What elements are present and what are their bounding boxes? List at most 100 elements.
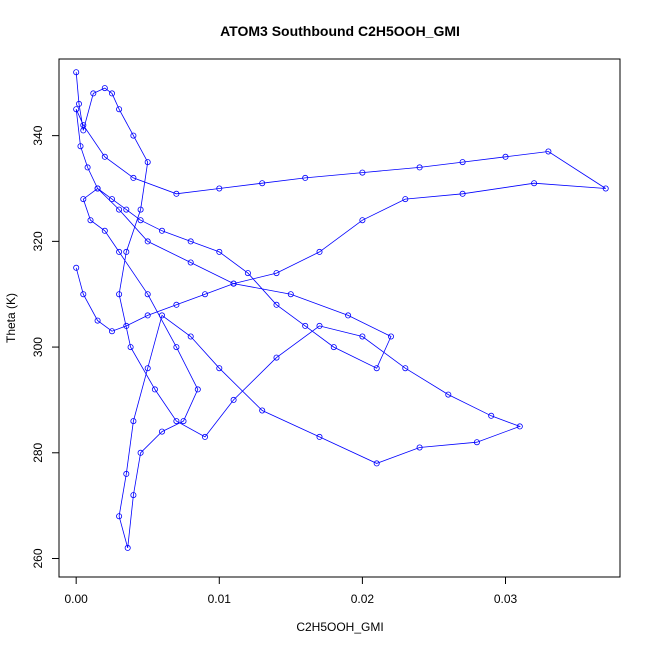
x-axis: 0.00 0.01 0.02 0.03 [64,576,518,606]
y-tick-label: 300 [31,337,45,357]
data-point [445,391,452,398]
data-point [94,317,101,324]
data-point [602,185,609,192]
data-point [345,312,352,319]
data-point [230,396,237,403]
data-point [123,470,130,477]
data-point [137,217,144,224]
data-point [80,196,87,203]
data-point [94,185,101,192]
data-point [273,354,280,361]
data-point [173,301,180,308]
data-point [144,291,151,298]
data-point [244,270,251,277]
data-point [387,333,394,340]
data-point [187,238,194,245]
data-point [302,322,309,329]
data-point [330,344,337,351]
data-point [180,418,187,425]
data-point [116,206,123,213]
chart-title: ATOM3 Southbound C2H5OOH_GMI [220,23,460,39]
data-point [402,196,409,203]
data-point [130,132,137,139]
data-point [123,322,130,329]
data-point [287,291,294,298]
data-point [109,328,116,335]
data-point [173,418,180,425]
data-point [187,259,194,266]
data-point [359,169,366,176]
data-point [116,291,123,298]
data-point [216,365,223,372]
data-point [316,433,323,440]
data-point [130,492,137,499]
data-point [77,143,84,150]
y-tick-label: 340 [31,125,45,145]
data-point [80,122,87,129]
data-point [144,312,151,319]
data-point [73,69,80,76]
data-point [80,291,87,298]
data-point [158,428,165,435]
series-layer [73,69,609,551]
data-point [116,106,123,113]
data-point [101,85,108,92]
data-point [158,312,165,319]
data-point [201,291,208,298]
data-point [473,439,480,446]
data-point [116,513,123,520]
data-point [116,248,123,255]
data-point [316,322,323,329]
data-point [158,227,165,234]
data-point [123,206,130,213]
y-axis: 260 280 300 320 340 [31,125,60,569]
data-point [137,449,144,456]
data-point [259,407,266,414]
data-point [173,190,180,197]
x-tick-label: 0.03 [494,592,518,606]
data-point [144,159,151,166]
data-point [488,412,495,419]
x-tick-label: 0.00 [64,592,88,606]
data-point [84,164,91,171]
data-point [109,90,116,97]
data-point [144,238,151,245]
data-point [373,460,380,467]
data-point [359,217,366,224]
data-point [123,248,130,255]
data-point [316,248,323,255]
data-point [230,280,237,287]
data-point [273,301,280,308]
data-point [76,100,83,107]
y-tick-label: 280 [31,442,45,462]
data-point [302,174,309,181]
data-point [137,206,144,213]
data-point [416,164,423,171]
data-point [216,185,223,192]
data-point [101,227,108,234]
data-point [216,248,223,255]
data-point [73,264,80,271]
data-point [130,174,137,181]
x-axis-label: C2H5OOH_GMI [296,620,383,634]
x-tick-label: 0.01 [208,592,232,606]
data-point [124,544,131,551]
y-axis-label: Theta (K) [4,293,18,343]
data-point [402,365,409,372]
data-point [73,106,80,113]
x-tick-label: 0.02 [351,592,375,606]
data-point [273,270,280,277]
data-point [359,333,366,340]
data-point [151,386,158,393]
data-point [130,418,137,425]
data-point [531,180,538,187]
y-tick-label: 260 [31,548,45,568]
data-point [459,190,466,197]
data-point [87,217,94,224]
data-point [459,159,466,166]
data-point [201,433,208,440]
data-point [127,344,134,351]
data-point [545,148,552,155]
